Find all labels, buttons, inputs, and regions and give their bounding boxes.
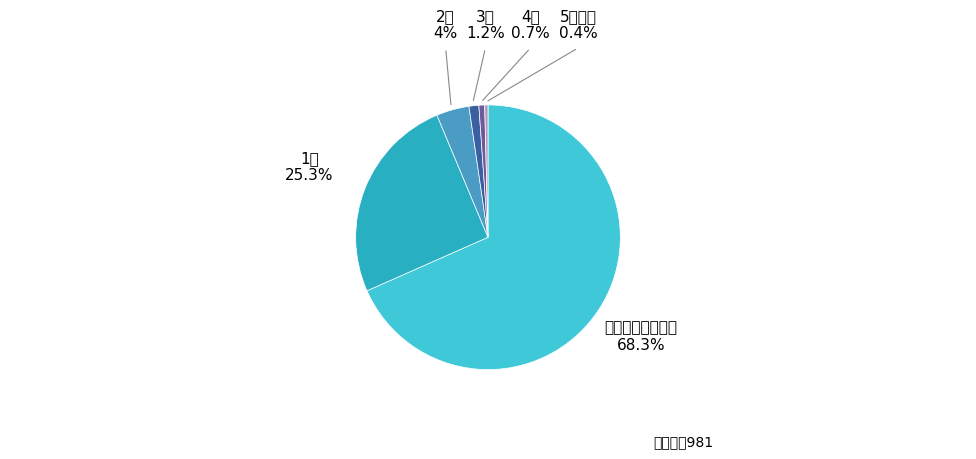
Wedge shape [485,105,488,237]
Wedge shape [479,105,488,237]
Text: 宿直はしていない
68.3%: 宿直はしていない 68.3% [605,320,677,353]
Text: 4回
0.7%: 4回 0.7% [511,9,549,41]
Wedge shape [437,106,488,237]
Text: 2回
4%: 2回 4% [433,9,458,41]
Text: 3回
1.2%: 3回 1.2% [466,9,505,41]
Text: 回答数：981: 回答数：981 [653,435,712,449]
Text: 5回以上
0.4%: 5回以上 0.4% [558,9,597,41]
Wedge shape [367,105,621,369]
Wedge shape [468,105,488,237]
Text: 1回
25.3%: 1回 25.3% [285,151,334,184]
Wedge shape [355,115,488,291]
